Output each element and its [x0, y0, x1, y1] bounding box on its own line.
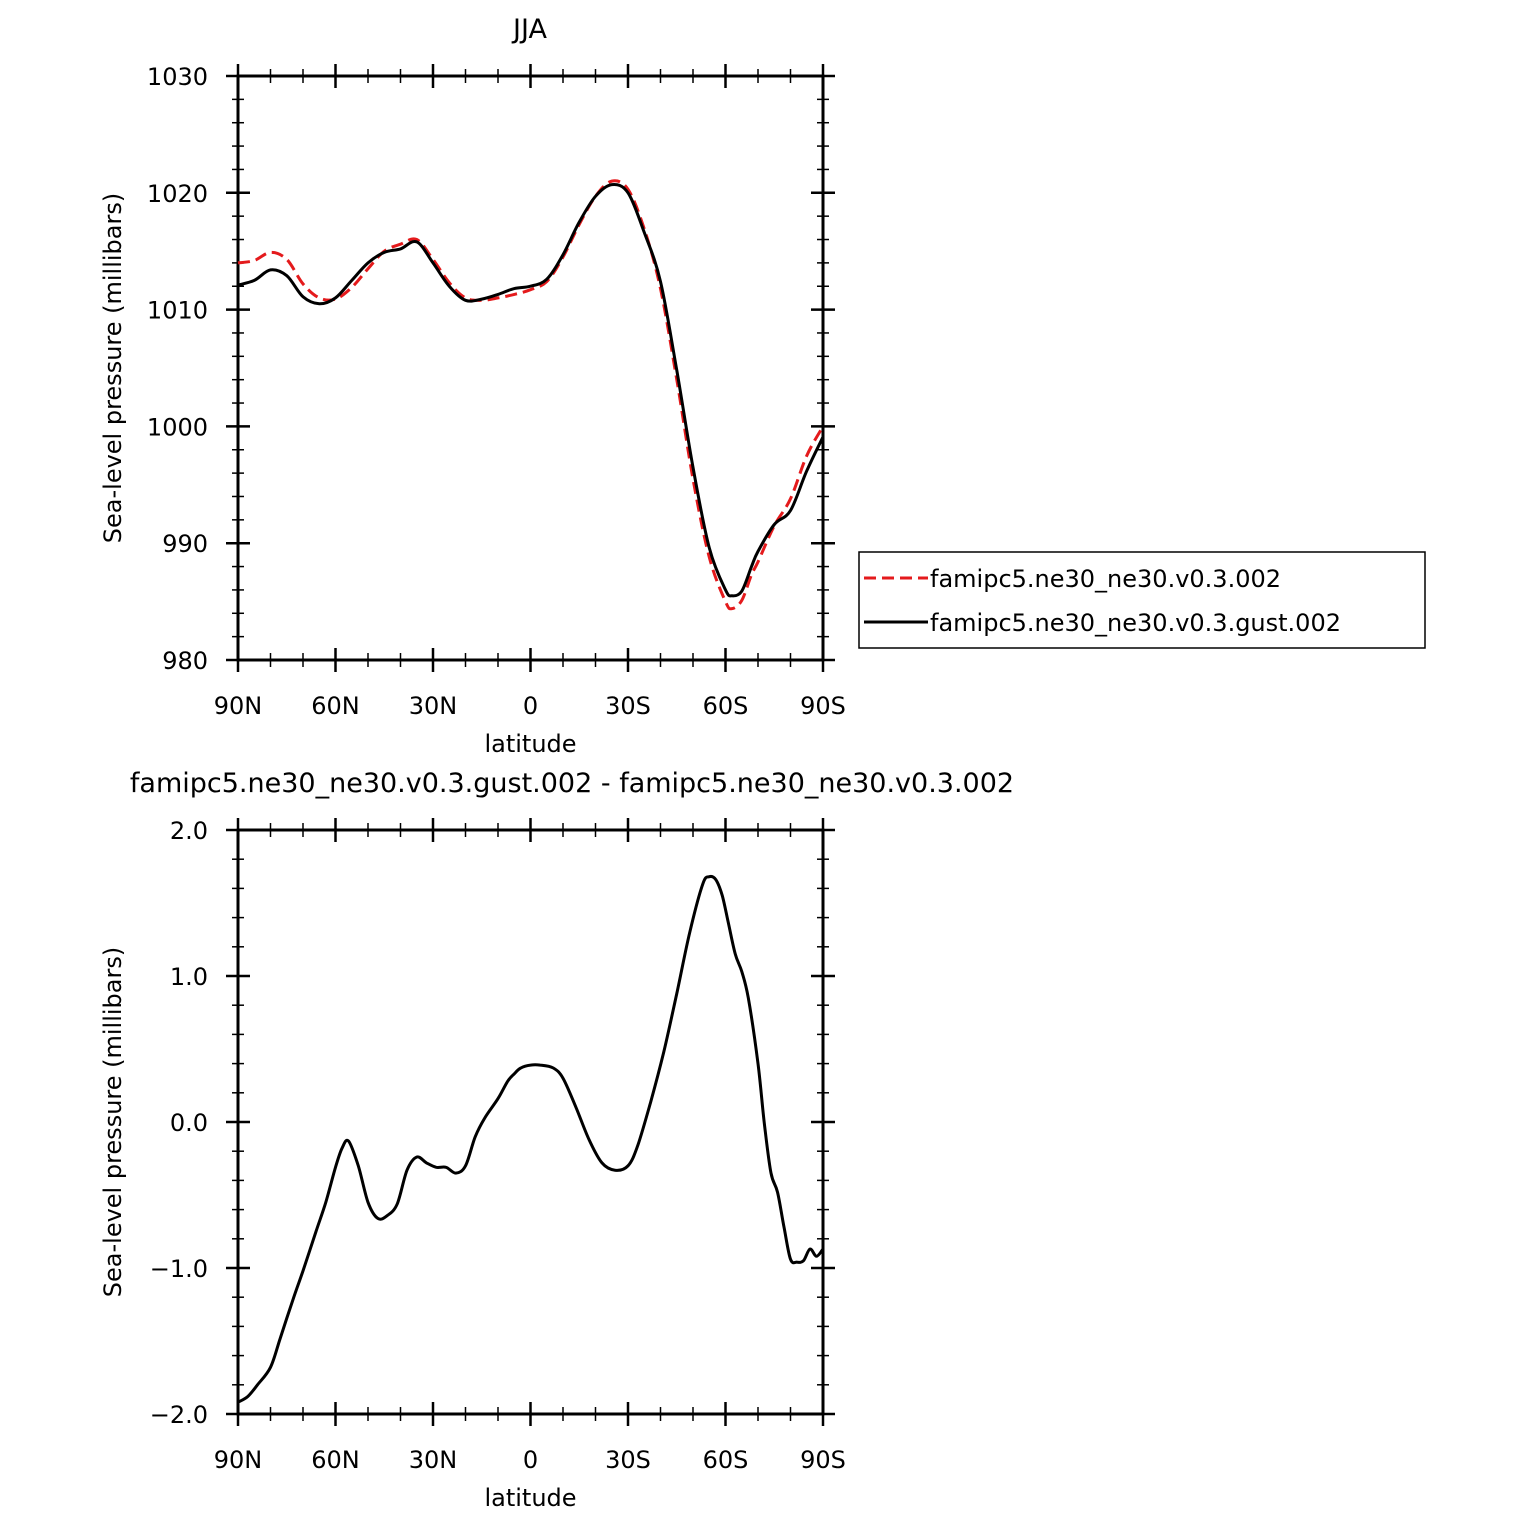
series-line-0 [237, 874, 825, 1404]
slp-difference-plot: famipc5.ne30_ne30.v0.3.gust.002 - famipc… [99, 768, 1014, 1512]
data-series [237, 179, 825, 611]
series-line-1 [237, 182, 825, 598]
slp-jja-plot: JJA 980 990 1000 1010 1020 1030 90N 60N 30N 0 30S… [99, 14, 846, 758]
y-tick-label: −2.0 [150, 1401, 208, 1429]
legend-label-gust: famipc5.ne30_ne30.v0.3.gust.002 [930, 609, 1341, 637]
y-tick-label: 1010 [147, 297, 208, 325]
axis-ticks [226, 64, 835, 672]
plot-title: famipc5.ne30_ne30.v0.3.gust.002 - famipc… [130, 768, 1014, 799]
y-tick-label: −1.0 [150, 1255, 208, 1283]
x-axis-title: latitude [484, 730, 576, 758]
y-tick-label: 980 [162, 647, 208, 675]
plot-frame [236, 74, 825, 662]
data-series [237, 874, 825, 1404]
y-axis-title: Sea-level pressure (millibars) [99, 193, 127, 543]
legend: famipc5.ne30_ne30.v0.3.002 famipc5.ne30_… [858, 551, 1426, 649]
x-tick-label: 60N [311, 692, 360, 720]
x-tick-label: 90N [214, 1446, 263, 1474]
legend-label-control: famipc5.ne30_ne30.v0.3.002 [930, 565, 1281, 593]
x-tick-label: 60S [703, 1446, 749, 1474]
x-tick-label: 90S [800, 692, 846, 720]
x-tick-label: 30S [605, 692, 651, 720]
y-tick-labels: 980 990 1000 1010 1020 1030 [147, 63, 208, 675]
x-tick-label: 30N [409, 1446, 458, 1474]
x-tick-labels: 90N 60N 30N 0 30S 60S 90S [214, 692, 846, 720]
x-tick-label: 30N [409, 692, 458, 720]
x-tick-label: 60N [311, 1446, 360, 1474]
x-tick-label: 90N [214, 692, 263, 720]
x-tick-label: 60S [703, 692, 749, 720]
y-axis-title: Sea-level pressure (millibars) [99, 947, 127, 1297]
y-tick-labels: −2.0 −1.0 0.0 1.0 2.0 [150, 817, 208, 1429]
x-tick-label: 0 [523, 692, 538, 720]
y-tick-label: 1000 [147, 413, 208, 441]
legend-box [858, 551, 1426, 649]
plot-frame [236, 828, 825, 1416]
x-tick-label: 90S [800, 1446, 846, 1474]
y-tick-label: 990 [162, 530, 208, 558]
y-tick-label: 0.0 [170, 1109, 208, 1137]
x-axis-title: latitude [484, 1484, 576, 1512]
y-tick-label: 1020 [147, 180, 208, 208]
axis-ticks [226, 818, 835, 1426]
y-tick-label: 2.0 [170, 817, 208, 845]
x-tick-label: 0 [523, 1446, 538, 1474]
x-tick-label: 30S [605, 1446, 651, 1474]
y-tick-label: 1.0 [170, 963, 208, 991]
x-tick-labels: 90N 60N 30N 0 30S 60S 90S [214, 1446, 846, 1474]
plot-title: JJA [511, 14, 547, 45]
series-line-0 [237, 179, 825, 611]
y-tick-label: 1030 [147, 63, 208, 91]
